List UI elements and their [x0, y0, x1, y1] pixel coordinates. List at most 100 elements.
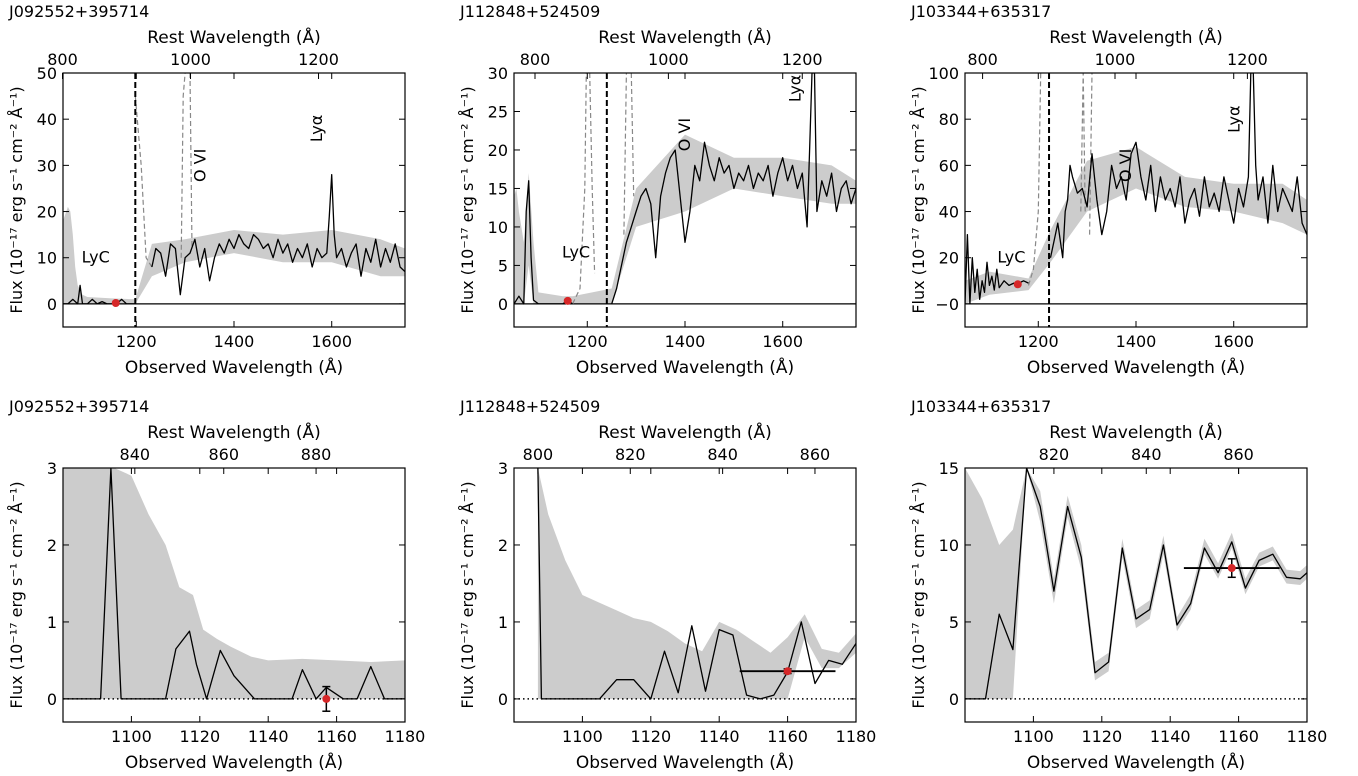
- y-tick-label: 50: [37, 64, 57, 83]
- axes-frame: [513, 467, 857, 723]
- panel-5: 1100 1120 1140 1160 1180 800 820 840 860 0 1 2 3 J112…: [458, 397, 876, 773]
- y-tick-label: 2: [498, 536, 508, 555]
- y-tick-label: 60: [939, 156, 959, 175]
- y-tick-label: 10: [37, 249, 57, 268]
- y-tick-label: 25: [488, 102, 508, 121]
- x-tick-label: 1140: [699, 727, 740, 746]
- y-tick-label: 0: [949, 690, 959, 709]
- panel-4: 1100 1120 1140 1160 1180 840 860 880 0 1 2 3 J092552…: [7, 397, 425, 773]
- x2-tick-label: 840: [707, 445, 738, 464]
- x2-tick-label: 1000: [170, 50, 211, 69]
- observed-wavelength-label: Observed Wavelength (Å): [125, 751, 343, 773]
- panel-6: 1100 1120 1140 1160 1180 820 840 860 0 5 10 15 J1033…: [909, 397, 1327, 773]
- rest-wavelength-label: Rest Wavelength (Å): [598, 421, 772, 443]
- x-tick-label: 1120: [630, 727, 671, 746]
- panel-title: J112848+524509: [459, 397, 600, 416]
- flux-axis-label: Flux (10⁻¹⁷ erg s⁻¹ cm⁻² Å⁻¹): [458, 86, 477, 313]
- x2-tick-label: 820: [615, 445, 646, 464]
- masked-region-line: [189, 73, 193, 249]
- lyc-flux-point: [783, 667, 792, 676]
- y-tick-label: 1: [498, 613, 508, 632]
- panel-2: LyC O VI Lyα 1200 1400 1600 800 1000 1200 0 5 10 15 2…: [458, 2, 857, 378]
- x2-tick-label: 1200: [298, 50, 339, 69]
- annotation-lyc: LyC: [562, 243, 590, 262]
- x-tick-label: 1120: [1081, 727, 1122, 746]
- y-tick-label: 3: [47, 459, 57, 478]
- x2-tick-label: 840: [1131, 445, 1162, 464]
- flux-line: [63, 468, 405, 700]
- x2-tick-label: 1000: [648, 50, 689, 69]
- y-tick-label: 40: [37, 110, 57, 129]
- annotation-ovi: O VI: [675, 118, 694, 151]
- error-band: [63, 206, 405, 304]
- x-tick-label: 1160: [1218, 727, 1259, 746]
- panel-1: LyC O VI Lyα 1200 1400 1600 800 1000 1200 0 10 20 30…: [7, 2, 406, 378]
- observed-wavelength-label: Observed Wavelength (Å): [576, 356, 794, 378]
- flux-line: [514, 180, 573, 305]
- y-tick-label: 100: [928, 64, 959, 83]
- annotation-ovi: O VI: [191, 149, 210, 182]
- flux-line: [1049, 73, 1307, 259]
- x2-tick-label: 800: [967, 50, 998, 69]
- x-tick-label: 1180: [1287, 727, 1328, 746]
- plot-area: [63, 73, 405, 327]
- flux-axis-label: Flux (10⁻¹⁷ erg s⁻¹ cm⁻² Å⁻¹): [7, 481, 26, 708]
- flux-line: [965, 233, 1029, 305]
- masked-region-line: [630, 73, 635, 197]
- masked-region-line: [589, 73, 596, 274]
- flux-axis-label: Flux (10⁻¹⁷ erg s⁻¹ cm⁻² Å⁻¹): [909, 86, 928, 313]
- x2-tick-label: 800: [47, 50, 78, 69]
- flux-axis-label: Flux (10⁻¹⁷ erg s⁻¹ cm⁻² Å⁻¹): [458, 481, 477, 708]
- x-tick-label: 1600: [762, 332, 803, 351]
- annotation-ovi: O VI: [1116, 149, 1135, 182]
- x2-tick-label: 800: [520, 50, 551, 69]
- observed-wavelength-label: Observed Wavelength (Å): [1027, 751, 1245, 773]
- rest-wavelength-label: Rest Wavelength (Å): [598, 26, 772, 48]
- rest-wavelength-label: Rest Wavelength (Å): [1049, 421, 1223, 443]
- error-band: [63, 468, 405, 699]
- x2-tick-label: 820: [1039, 445, 1070, 464]
- masked-region-line: [1089, 73, 1093, 235]
- y-tick-label: 30: [37, 156, 57, 175]
- y-tick-label: 30: [488, 64, 508, 83]
- masked-region-line: [623, 73, 627, 235]
- y-tick-label: 40: [939, 203, 959, 222]
- x-tick-label: 1160: [316, 727, 357, 746]
- y-tick-label: 0: [498, 295, 508, 314]
- x-tick-label: 1400: [665, 332, 706, 351]
- flux-line: [151, 173, 405, 296]
- panel-title: J103344+635317: [910, 397, 1051, 416]
- plot-area: [514, 468, 856, 700]
- error-band: [537, 468, 856, 699]
- flux-line: [965, 468, 1307, 700]
- rest-wavelength-label: Rest Wavelength (Å): [147, 26, 321, 48]
- panel-title: J092552+395714: [8, 397, 149, 416]
- observed-wavelength-label: Observed Wavelength (Å): [1027, 356, 1245, 378]
- y-tick-label: 2: [47, 536, 57, 555]
- y-tick-label: 0: [47, 690, 57, 709]
- axes-frame: [62, 72, 406, 328]
- flux-axis-label: Flux (10⁻¹⁷ erg s⁻¹ cm⁻² Å⁻¹): [7, 86, 26, 313]
- plot-area: [965, 468, 1307, 700]
- x2-tick-label: 860: [800, 445, 831, 464]
- y-tick-label: 15: [488, 179, 508, 198]
- y-tick-label: 5: [498, 256, 508, 275]
- x-tick-label: 1140: [1150, 727, 1191, 746]
- lyc-flux-point: [1227, 564, 1236, 573]
- y-tick-label: 5: [949, 613, 959, 632]
- x2-tick-label: 1000: [1095, 50, 1136, 69]
- x-tick-label: 1200: [1018, 332, 1059, 351]
- masked-region-line: [572, 73, 587, 305]
- y-tick-label: 20: [37, 203, 57, 222]
- rest-wavelength-label: Rest Wavelength (Å): [147, 421, 321, 443]
- y-tick-label: 0: [47, 295, 57, 314]
- x-tick-label: 1400: [214, 332, 255, 351]
- masked-region-line: [180, 73, 186, 258]
- error-band: [514, 134, 856, 304]
- annotation-lya: Lyα: [1225, 105, 1244, 132]
- x-tick-label: 1180: [836, 727, 877, 746]
- y-tick-label: 10: [939, 536, 959, 555]
- flux-line: [611, 73, 856, 305]
- lyc-flux-point: [111, 298, 120, 307]
- x-tick-label: 1400: [1116, 332, 1157, 351]
